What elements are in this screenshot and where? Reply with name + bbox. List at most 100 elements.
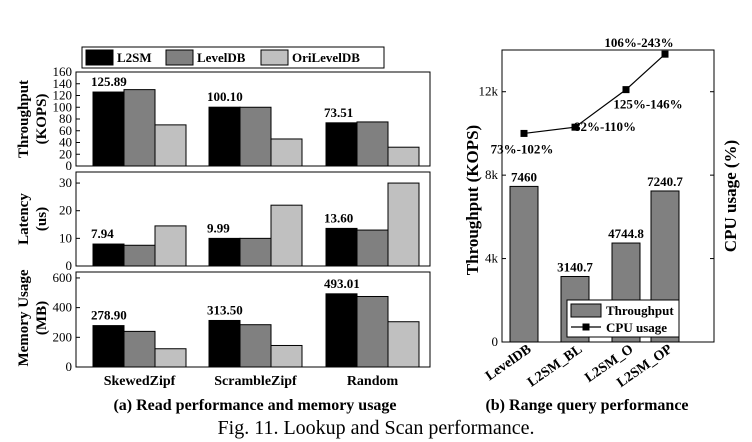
bar-leveldb-scramblezipf xyxy=(239,324,272,368)
legend-label: Throughput xyxy=(606,303,674,318)
cpu-usage-label: 125%-146% xyxy=(613,97,682,112)
category-label: ScrambleZipf xyxy=(214,374,297,389)
range-ylabel-right: CPU usage (%) xyxy=(721,140,740,252)
value-label: 9.99 xyxy=(207,220,230,235)
category-labels-left: SkewedZipf ScrambleZipf Random xyxy=(104,374,399,389)
ytick-label: 12k xyxy=(479,84,499,99)
ytick-label: 8k xyxy=(485,167,499,182)
bar-value-label: 4744.8 xyxy=(608,226,644,241)
ytick-label: 160 xyxy=(53,64,73,79)
value-label: 100.10 xyxy=(207,89,243,104)
value-label: 13.60 xyxy=(324,210,353,225)
bar-value-label: 3140.7 xyxy=(557,259,593,274)
range-ylabel: Throughput (KOPS) xyxy=(463,125,482,275)
cpu-usage-label: 106%-243% xyxy=(604,35,673,50)
ytick-label: 80 xyxy=(59,111,72,126)
cpu-usage-point xyxy=(520,129,528,137)
ytick-label: 20 xyxy=(59,203,72,218)
legend-label: CPU usage xyxy=(606,320,667,335)
bar-l2sm-skewedzipf xyxy=(92,91,125,167)
value-label: 313.50 xyxy=(207,302,243,317)
caption-a: (a) Read performance and memory usage xyxy=(113,397,396,414)
cpu-usage-point xyxy=(622,86,630,94)
bar-l2sm-skewedzipf xyxy=(92,243,125,267)
bar-orileveldb-skewedzipf xyxy=(154,225,187,267)
legend-swatch-throughput xyxy=(570,303,602,318)
cpu-usage-label: 82%-110% xyxy=(574,119,636,134)
caption-b: (b) Range query performance xyxy=(485,397,688,414)
ytick-label: 30 xyxy=(59,175,72,190)
figure-caption: Fig. 11. Lookup and Scan performance. xyxy=(218,417,535,439)
value-label: 278.90 xyxy=(91,308,127,323)
memory-ylabel-2: (MB) xyxy=(34,301,50,335)
cpu-usage-point xyxy=(661,50,669,58)
bar-orileveldb-scramblezipf xyxy=(270,138,303,167)
bar-leveldb-random xyxy=(356,229,389,267)
legend-swatch xyxy=(260,49,289,66)
legend-swatch xyxy=(165,49,194,66)
latency-ylabel-2: (us) xyxy=(34,207,50,231)
panel-memory: 0 200 400 600 278.90 313.50 493.01 Memory Usag… xyxy=(16,269,431,374)
bar-leveldb-skewedzipf xyxy=(123,244,156,267)
bar-l2sm-random xyxy=(325,227,358,267)
bar-orileveldb-skewedzipf xyxy=(154,124,187,167)
bar-l2sm-skewedzipf xyxy=(92,325,125,368)
bar-leveldb-skewedzipf xyxy=(123,330,156,368)
ytick-label: 0 xyxy=(66,258,73,273)
ytick-label: 0 xyxy=(66,359,73,374)
ytick-label: 0 xyxy=(492,334,499,349)
bar-l2sm-scramblezipf xyxy=(208,237,241,267)
memory-marks: 0 200 400 600 278.90 313.50 493.01 xyxy=(53,270,420,374)
ytick-label: 4k xyxy=(485,251,499,266)
bar-orileveldb-scramblezipf xyxy=(270,204,303,267)
ytick-label: 100 xyxy=(53,99,73,114)
ytick-label: 140 xyxy=(53,76,73,91)
ytick-label: 10 xyxy=(59,230,72,245)
bar-orileveldb-random xyxy=(387,182,420,267)
legend-left: L2SM LevelDB OriLevelDB xyxy=(81,46,385,69)
legend-label: LevelDB xyxy=(197,50,246,65)
bar-l2sm-scramblezipf xyxy=(208,319,241,368)
bar-orileveldb-skewedzipf xyxy=(154,348,187,368)
bar-value-label: 7460 xyxy=(511,169,537,184)
ytick-label: 200 xyxy=(53,329,73,344)
legend-label: L2SM xyxy=(117,50,152,65)
value-label: 7.94 xyxy=(91,226,114,241)
bar-leveldb-scramblezipf xyxy=(239,237,272,267)
bar-leveldb-random xyxy=(356,121,389,167)
bar-leveldb-scramblezipf xyxy=(239,106,272,167)
bar-leveldb-random xyxy=(356,295,389,368)
ytick-label: 600 xyxy=(53,270,73,285)
ytick-label: 0 xyxy=(66,158,73,173)
bar-leveldb-skewedzipf xyxy=(123,89,156,167)
ytick-label: 60 xyxy=(59,123,72,138)
latency-marks: 0 10 20 30 7.94 9.99 13.60 xyxy=(59,175,420,273)
bar-orileveldb-random xyxy=(387,146,420,167)
legend-frame xyxy=(81,46,385,69)
latency-ylabel-1: Latency xyxy=(16,193,32,245)
legend-marker-cpu xyxy=(582,323,590,331)
value-label: 493.01 xyxy=(324,276,360,291)
bar-value-label: 7240.7 xyxy=(647,174,683,189)
value-label: 125.89 xyxy=(91,74,127,89)
bar-l2sm-scramblezipf xyxy=(208,106,241,167)
bar-l2sm-random xyxy=(325,122,358,167)
category-label: SkewedZipf xyxy=(104,374,176,389)
value-label: 73.51 xyxy=(324,105,353,120)
cpu-usage-line xyxy=(523,53,666,135)
ytick-label: 40 xyxy=(59,135,72,150)
bar-orileveldb-scramblezipf xyxy=(270,344,303,368)
cpu-usage-point xyxy=(571,123,579,131)
ytick-label: 20 xyxy=(59,146,72,161)
cpu-usage-label: 73%-102% xyxy=(491,141,554,156)
panel-latency: 0 10 20 30 7.94 9.99 13.60 Latency (us) xyxy=(16,171,431,273)
legend-swatch xyxy=(85,49,114,66)
bar-orileveldb-random xyxy=(387,321,420,368)
ytick-label: 400 xyxy=(53,300,73,315)
legend-label: OriLevelDB xyxy=(292,50,360,65)
range-frame xyxy=(501,49,715,343)
